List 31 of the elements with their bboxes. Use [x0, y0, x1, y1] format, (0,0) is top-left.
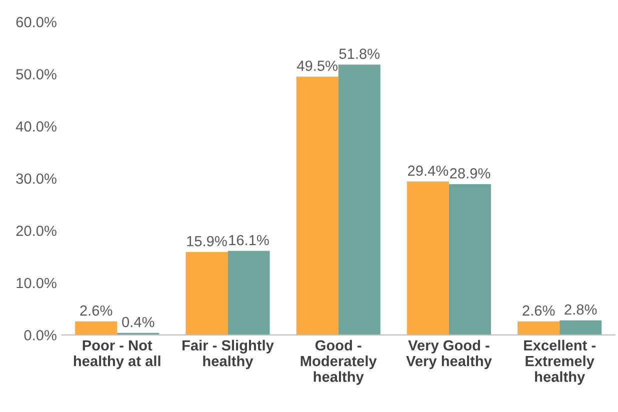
- y-tick-label: 40.0%: [16, 121, 56, 132]
- y-tick-label: 30.0%: [16, 173, 56, 184]
- bar: [560, 320, 602, 335]
- data-label: 29.4%: [408, 166, 448, 176]
- y-tick-label: 10.0%: [16, 278, 56, 288]
- bar: [518, 321, 560, 335]
- data-label: 2.8%: [564, 304, 597, 315]
- bar: [448, 184, 492, 335]
- bar: [228, 250, 270, 335]
- y-tick-label: 50.0%: [16, 69, 56, 80]
- x-tick-label: Poor - Not healthy at all: [74, 340, 160, 370]
- data-label: 2.6%: [522, 305, 555, 316]
- x-tick-label: Good - Moderately healthy: [300, 340, 377, 385]
- bar: [338, 64, 380, 335]
- data-label: 2.6%: [80, 305, 112, 316]
- data-label: 0.4%: [122, 316, 154, 328]
- data-label: 16.1%: [229, 234, 269, 246]
- bar: [75, 321, 118, 335]
- y-tick-label: 60.0%: [16, 16, 56, 28]
- bar: [406, 182, 449, 335]
- data-label: 15.9%: [187, 236, 227, 246]
- data-label: 28.9%: [450, 168, 490, 178]
- x-tick-label: Excellent - Extremely healthy: [524, 340, 596, 385]
- y-tick-label: 0.0%: [24, 330, 56, 340]
- data-label: 49.5%: [297, 60, 338, 71]
- y-tick-label: 20.0%: [16, 226, 56, 236]
- x-tick-label: Fair - Slightly healthy: [182, 340, 274, 370]
- data-label: 51.8%: [339, 48, 380, 59]
- x-tick-label: Very Good - Very healthy: [406, 340, 492, 370]
- bar: [186, 252, 228, 335]
- bar: [296, 76, 338, 335]
